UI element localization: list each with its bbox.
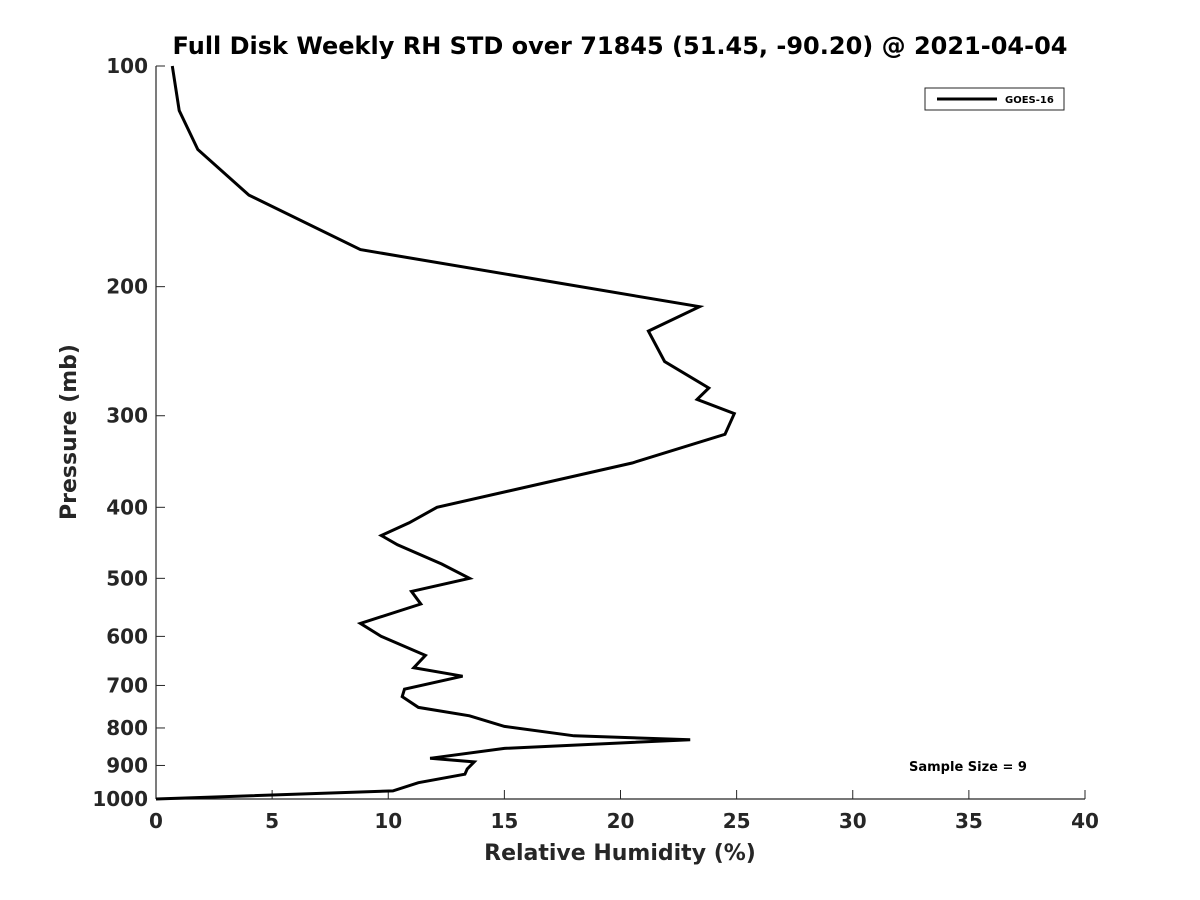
x-tick-label: 0 [149, 809, 163, 833]
x-tick-label: 20 [607, 809, 635, 833]
x-tick-label: 40 [1071, 809, 1099, 833]
legend-label-goes-16: GOES-16 [1005, 95, 1054, 106]
ticks: 0 5 10 15 20 25 30 35 40 100 200 300 400 500 600 700 800… [92, 54, 1099, 833]
y-tick-label: 1000 [92, 787, 148, 811]
series-layer [155, 65, 737, 801]
x-tick-label: 30 [839, 809, 867, 833]
series-line-goes-16 [155, 65, 737, 801]
x-tick-label: 25 [723, 809, 751, 833]
y-tick-label: 300 [106, 404, 148, 428]
sample-size-annotation: Sample Size = 9 [909, 760, 1027, 775]
x-tick-label: 35 [955, 809, 983, 833]
y-axis-label: Pressure (mb) [57, 344, 82, 520]
y-tick-label: 600 [106, 624, 148, 648]
x-tick-label: 5 [265, 809, 279, 833]
y-tick-label: 100 [106, 54, 148, 78]
chart-title: Full Disk Weekly RH STD over 71845 (51.4… [173, 32, 1068, 60]
legend: GOES-16 [924, 87, 1065, 111]
x-tick-label: 10 [374, 809, 402, 833]
y-tick-label: 200 [106, 275, 148, 299]
y-tick-label: 500 [106, 566, 148, 590]
x-tick-label: 15 [490, 809, 518, 833]
y-tick-label: 400 [106, 495, 148, 519]
x-axis-label: Relative Humidity (%) [484, 841, 756, 866]
y-tick-label: 700 [106, 673, 148, 697]
y-tick-label: 800 [106, 716, 148, 740]
axes [155, 66, 1085, 800]
y-tick-label: 900 [106, 753, 148, 777]
